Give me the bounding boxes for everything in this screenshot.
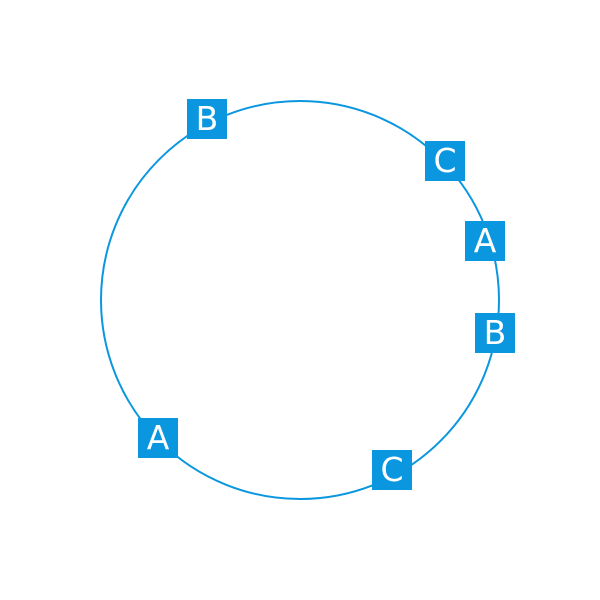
node-c-bottom: C — [372, 450, 412, 490]
ring-circle — [100, 100, 500, 500]
node-a-right: A — [465, 221, 505, 261]
node-b-top: B — [187, 99, 227, 139]
node-a-lower-left: A — [138, 418, 178, 458]
node-c-upper-right: C — [425, 141, 465, 181]
node-b-right: B — [475, 313, 515, 353]
